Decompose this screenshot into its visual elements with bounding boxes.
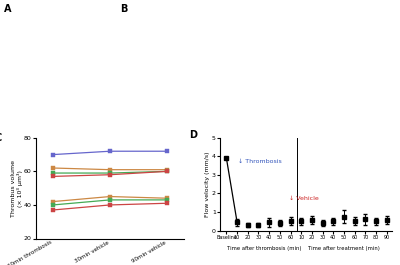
Text: Time after treatment (min): Time after treatment (min) [308,246,380,251]
Y-axis label: Flow velocity (mm/s): Flow velocity (mm/s) [206,151,210,217]
Text: ↓ Thrombosis: ↓ Thrombosis [238,159,282,164]
Text: ↓ Vehicle: ↓ Vehicle [289,196,319,201]
Text: Time after thrombosis (min): Time after thrombosis (min) [226,246,301,251]
Text: D: D [189,130,197,140]
Text: A: A [4,4,12,14]
Text: B: B [120,4,127,14]
Y-axis label: Thrombus volume
(× 10³ μm³): Thrombus volume (× 10³ μm³) [10,160,22,217]
Text: C: C [0,133,2,143]
